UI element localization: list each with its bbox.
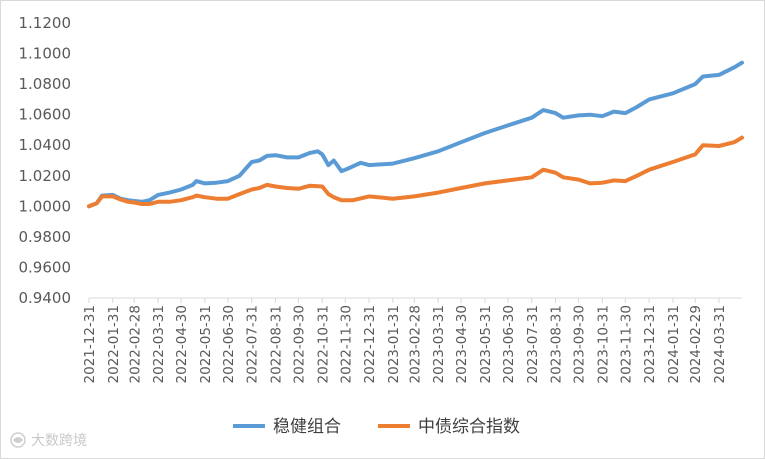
- y-tick-label: 1.0400: [19, 136, 72, 154]
- x-tick-label: 2022-09-30: [291, 305, 307, 383]
- y-tick-label: 1.0200: [19, 167, 72, 185]
- x-tick-label: 2024-03-31: [712, 305, 728, 383]
- watermark-logo-icon: [10, 432, 26, 448]
- x-tick-label: 2023-04-30: [454, 305, 470, 383]
- x-tick-label: 2023-09-30: [572, 305, 588, 383]
- x-tick-label: 2023-02-28: [407, 305, 423, 383]
- x-tick-label: 2024-01-31: [666, 305, 682, 383]
- y-tick-label: 1.0800: [19, 75, 72, 93]
- x-tick-label: 2023-10-31: [595, 305, 611, 383]
- y-tick-label: 0.9600: [19, 258, 72, 276]
- x-tick-label: 2023-01-31: [386, 305, 402, 383]
- legend: 稳健组合 中债综合指数: [233, 417, 520, 437]
- x-tick-label: 2022-07-31: [245, 305, 261, 383]
- y-axis: 0.9400 0.9600 0.9800 1.0000 1.0200 1.0400 1.06…: [19, 14, 72, 307]
- x-tick-label: 2022-05-31: [198, 305, 214, 383]
- x-tick-label: 2022-10-31: [315, 305, 331, 383]
- legend-label: 中债综合指数: [418, 417, 520, 437]
- x-tick-label: 2022-12-31: [362, 305, 378, 383]
- x-tick-label: 2022-03-31: [151, 305, 167, 383]
- x-tick-label: 2024-02-29: [688, 305, 704, 383]
- x-tick-label: 2021-12-31: [82, 305, 98, 383]
- y-tick-label: 1.0000: [19, 197, 72, 215]
- y-tick-label: 1.0600: [19, 106, 72, 124]
- x-tick-label: 2023-08-31: [549, 305, 565, 383]
- watermark: 大数跨境: [10, 432, 87, 449]
- series-line: [87, 135, 744, 209]
- series-layer: [87, 60, 744, 209]
- x-tick-label: 2022-01-31: [106, 305, 122, 383]
- x-tick-label: 2022-04-30: [174, 305, 190, 383]
- y-tick-label: 0.9400: [19, 289, 72, 307]
- x-tick-label: 2022-08-31: [268, 305, 284, 383]
- y-tick-label: 1.1200: [19, 14, 72, 32]
- watermark-text: 大数跨境: [31, 433, 87, 449]
- x-tick-label: 2023-07-31: [525, 305, 541, 383]
- x-tick-label: 2023-03-31: [431, 305, 447, 383]
- y-tick-label: 0.9800: [19, 228, 72, 246]
- x-tick-label: 2022-11-30: [338, 305, 354, 383]
- x-tick-label: 2022-02-28: [127, 305, 143, 383]
- x-tick-label: 2023-12-31: [642, 305, 658, 383]
- series-line: [87, 60, 744, 209]
- y-tick-label: 1.1000: [19, 45, 72, 63]
- x-axis: 2021-12-31 2022-01-31 2022-02-28 2022-03-31…: [82, 297, 742, 383]
- x-tick-label: 2022-06-30: [221, 305, 237, 383]
- x-tick-label: 2023-05-31: [478, 305, 494, 383]
- x-tick-label: 2023-11-30: [618, 305, 634, 383]
- legend-label: 稳健组合: [273, 417, 341, 437]
- x-tick-label: 2023-06-30: [501, 305, 517, 383]
